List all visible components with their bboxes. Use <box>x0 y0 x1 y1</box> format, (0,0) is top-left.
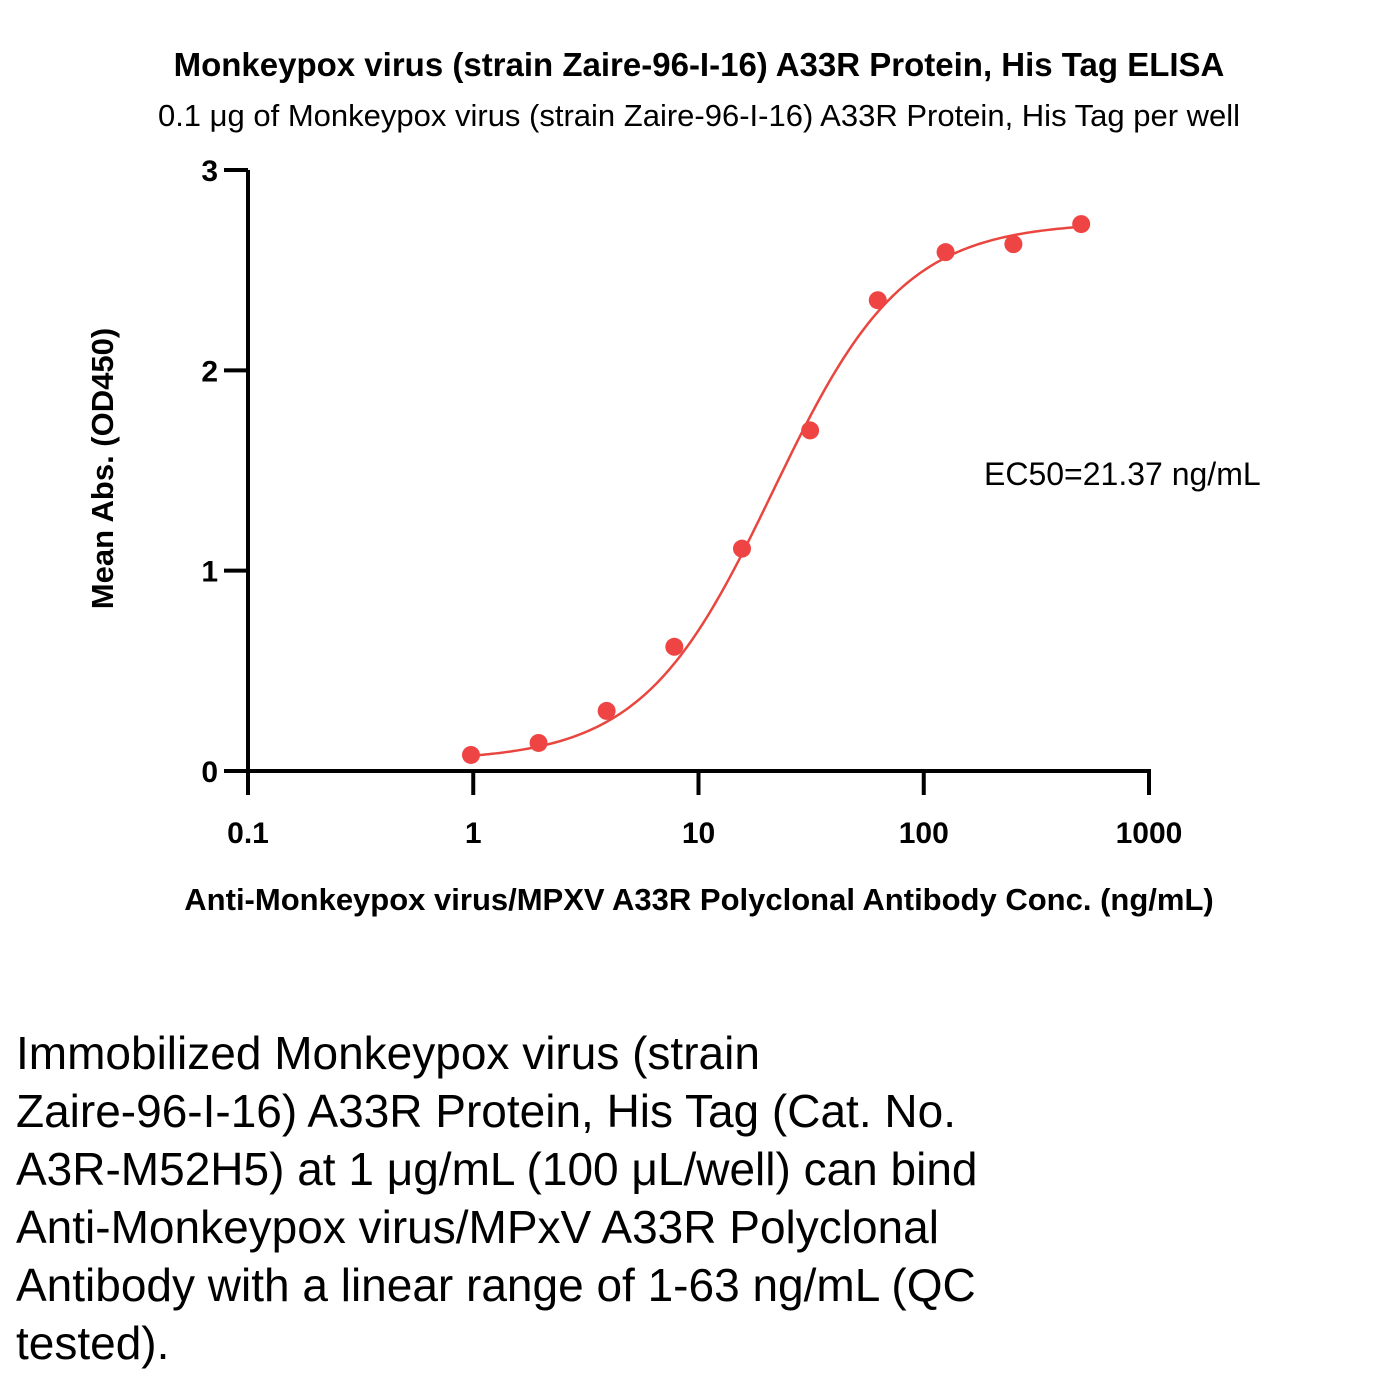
x-ticks: 0.1 1 10 100 1000 <box>227 771 1182 850</box>
data-point <box>801 421 820 440</box>
y-tick-label: 2 <box>201 355 218 388</box>
y-tick-label: 0 <box>201 756 218 789</box>
elisa-chart: 0 1 2 3 0.1 1 10 100 1000 Mean Abs. (OD450) Ant… <box>85 155 1261 917</box>
data-point <box>868 291 887 310</box>
data-point <box>733 539 752 558</box>
x-tick-label: 1000 <box>1116 817 1183 850</box>
data-point <box>461 745 480 764</box>
chart-subtitle: 0.1 μg of Monkeypox virus (strain Zaire-… <box>157 98 1241 133</box>
x-tick-label: 0.1 <box>227 817 269 850</box>
y-tick-label: 1 <box>201 556 218 589</box>
x-tick-label: 10 <box>682 817 715 850</box>
caption-text: Immobilized Monkeypox virus (strain Zair… <box>16 1027 978 1369</box>
y-ticks: 0 1 2 3 <box>201 155 248 789</box>
data-point <box>936 243 955 262</box>
data-point <box>597 701 616 720</box>
data-points <box>461 215 1091 764</box>
data-point <box>1004 235 1023 254</box>
data-point <box>1072 215 1091 234</box>
y-axis-label: Mean Abs. (OD450) <box>85 328 120 609</box>
data-point <box>529 733 548 752</box>
x-axis-label: Anti-Monkeypox virus/MPXV A33R Polyclona… <box>184 882 1213 917</box>
x-tick-label: 1 <box>465 817 482 850</box>
data-point <box>665 637 684 656</box>
ec50-annotation: EC50=21.37 ng/mL <box>984 456 1261 492</box>
fit-curve <box>470 225 1082 758</box>
y-tick-label: 3 <box>201 155 218 188</box>
x-tick-label: 100 <box>899 817 949 850</box>
chart-title: Monkeypox virus (strain Zaire-96-I-16) A… <box>173 46 1225 83</box>
